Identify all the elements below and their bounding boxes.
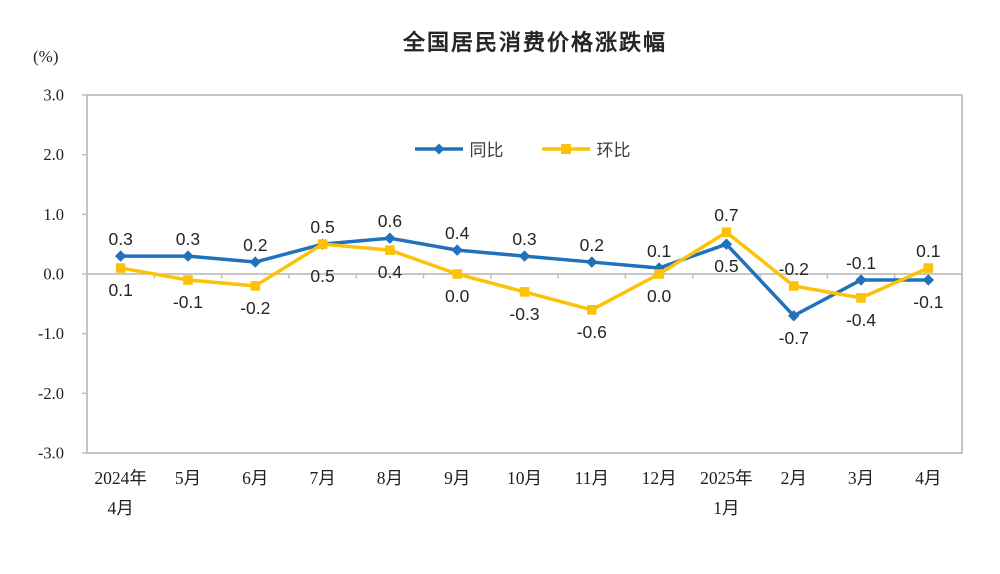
data-label-环比: 0.0 <box>445 286 470 306</box>
data-label-同比: -0.1 <box>913 292 943 312</box>
x-tick-label: 4月 <box>108 498 134 518</box>
legend-swatch-svg <box>541 143 590 154</box>
x-tick-label: 8月 <box>377 468 403 488</box>
x-tick-label: 11月 <box>575 468 609 488</box>
marker-diamond-同比 <box>249 256 261 268</box>
data-label-同比: 0.2 <box>243 235 267 255</box>
data-label-环比: 0.1 <box>108 280 132 300</box>
x-tick-label: 2025年 <box>700 468 753 488</box>
data-label-环比: -0.4 <box>846 310 876 330</box>
marker-square-环比 <box>385 245 395 255</box>
data-label-环比: -0.1 <box>173 292 203 312</box>
data-label-同比: 0.5 <box>310 217 334 237</box>
x-tick-label: 2024年 <box>94 468 147 488</box>
marker-diamond-同比 <box>586 256 598 268</box>
data-label-同比: -0.1 <box>846 253 876 273</box>
y-tick-label: 1.0 <box>43 205 64 224</box>
y-tick-label: -2.0 <box>38 384 64 403</box>
chart-legend: 同比 环比 <box>0 136 1000 161</box>
marker-diamond-同比 <box>720 238 733 250</box>
x-tick-label: 9月 <box>444 468 470 488</box>
marker-square-环比 <box>115 263 126 273</box>
legend-label-yoy: 同比 <box>469 141 504 160</box>
marker-square-环比 <box>654 269 664 279</box>
chart-title: 全国居民消费价格涨跌幅 <box>402 30 667 55</box>
legend-swatch-marker <box>433 143 444 154</box>
x-tick-label: 1月 <box>713 498 739 518</box>
marker-diamond-同比 <box>384 232 396 244</box>
x-tick-label: 12月 <box>642 468 677 488</box>
data-label-环比: 0.1 <box>916 241 940 261</box>
x-tick-label: 2月 <box>781 468 807 488</box>
data-label-同比: 0.3 <box>108 229 132 249</box>
data-label-环比: -0.6 <box>577 322 607 342</box>
data-label-同比: 0.3 <box>176 229 200 249</box>
marker-square-环比 <box>183 275 193 285</box>
y-tick-label: 0.0 <box>43 265 64 284</box>
marker-square-环比 <box>519 287 530 297</box>
data-label-环比: -0.2 <box>240 298 270 318</box>
data-label-同比: 0.4 <box>445 223 470 243</box>
data-label-同比: 0.5 <box>714 256 738 276</box>
marker-diamond-同比 <box>182 250 194 262</box>
marker-diamond-同比 <box>855 274 867 286</box>
marker-square-环比 <box>250 281 261 291</box>
data-label-同比: 0.3 <box>512 229 536 249</box>
marker-diamond-同比 <box>922 274 935 286</box>
y-tick-label: -3.0 <box>38 444 64 463</box>
legend-item-mom: 环比 <box>541 136 631 161</box>
x-tick-label: 6月 <box>242 468 268 488</box>
x-tick-label: 3月 <box>848 468 874 488</box>
y-tick-label: -1.0 <box>38 324 64 343</box>
yoy-line-diamond-swatch-icon <box>414 142 463 156</box>
marker-diamond-同比 <box>114 250 127 262</box>
y-axis-unit-label: (%) <box>33 47 59 66</box>
y-tick-label: 3.0 <box>43 86 64 105</box>
legend-label-mom: 环比 <box>596 141 631 160</box>
data-label-环比: -0.2 <box>779 259 809 279</box>
marker-square-环比 <box>721 227 732 238</box>
marker-diamond-同比 <box>451 244 463 256</box>
data-label-同比: -0.7 <box>779 328 809 348</box>
x-tick-label: 5月 <box>175 468 201 488</box>
data-label-同比: 0.2 <box>580 235 604 255</box>
data-label-环比: 0.7 <box>714 205 738 225</box>
marker-square-环比 <box>452 269 462 279</box>
marker-square-环比 <box>317 239 328 249</box>
marker-diamond-同比 <box>788 310 800 322</box>
legend-item-yoy: 同比 <box>414 136 504 161</box>
marker-square-环比 <box>923 263 934 273</box>
x-tick-label: 7月 <box>309 468 335 488</box>
marker-square-环比 <box>587 305 597 315</box>
data-label-环比: 0.4 <box>378 262 403 282</box>
data-label-同比: 0.1 <box>647 241 671 261</box>
data-label-环比: 0.5 <box>310 266 334 286</box>
mom-line-square-swatch-icon <box>541 142 590 156</box>
legend-swatch-svg <box>414 143 463 154</box>
data-label-环比: -0.3 <box>509 304 539 324</box>
x-tick-label: 10月 <box>507 468 542 488</box>
x-tick-label: 4月 <box>915 468 941 488</box>
marker-square-环比 <box>788 281 799 291</box>
legend-swatch-marker <box>560 143 571 154</box>
data-label-同比: 0.6 <box>378 211 402 231</box>
marker-square-环比 <box>856 293 866 303</box>
marker-diamond-同比 <box>518 250 531 262</box>
y-tick-label: 2.0 <box>43 145 64 164</box>
data-label-环比: 0.0 <box>647 286 672 306</box>
